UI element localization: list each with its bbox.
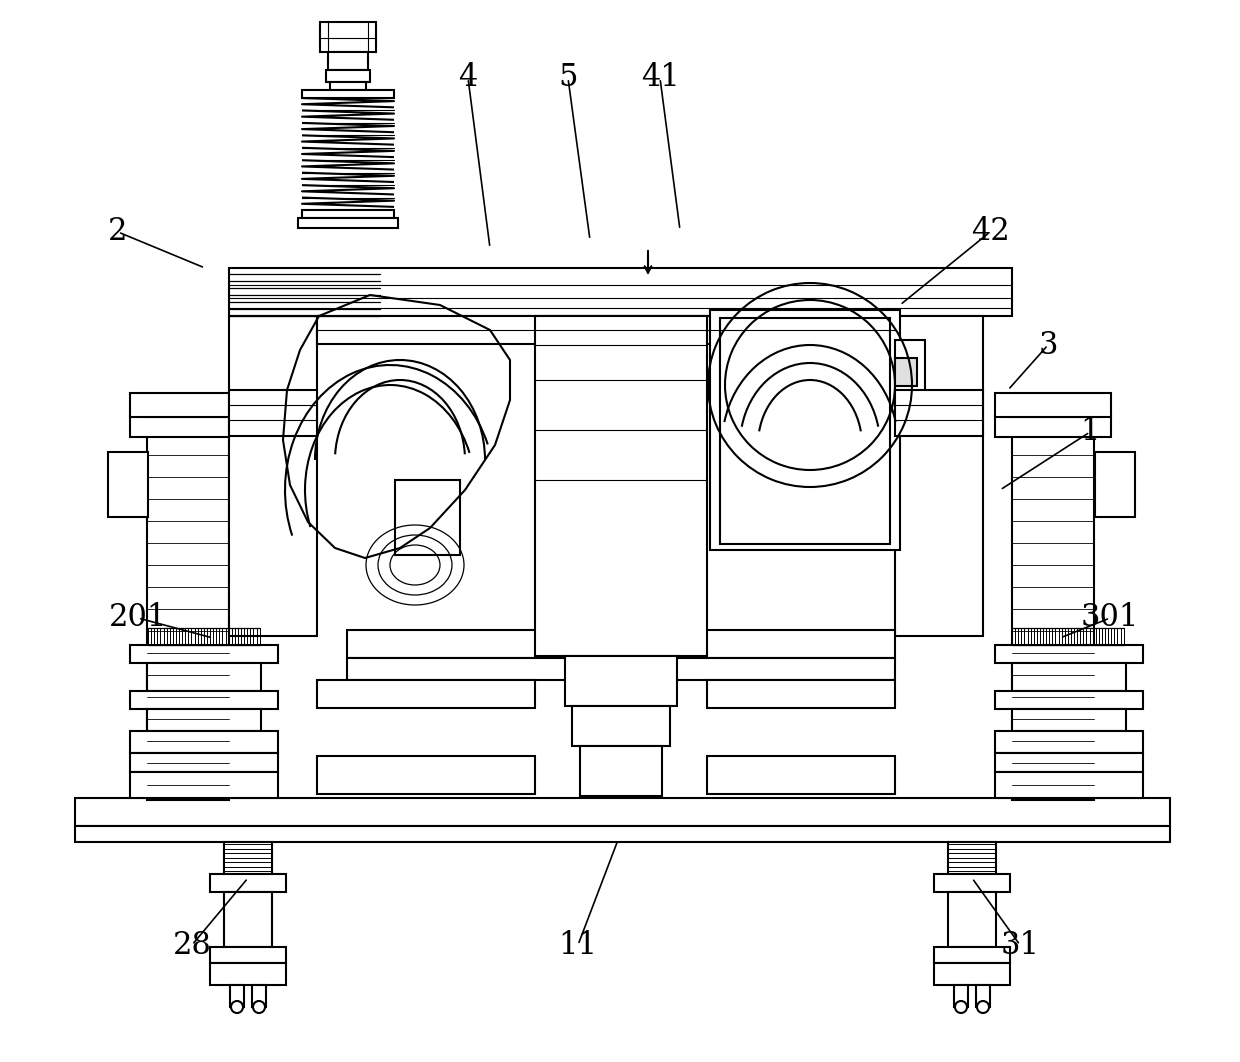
Bar (949, 842, 996, 874)
Bar (720, 318, 890, 544)
Bar (298, 218, 398, 228)
Bar (143, 395, 233, 417)
Bar (994, 415, 1111, 436)
Bar (895, 358, 918, 386)
Bar (565, 656, 677, 706)
Bar (320, 22, 376, 52)
Bar (148, 663, 260, 691)
Bar (210, 874, 286, 892)
Bar (994, 753, 1143, 772)
Bar (108, 452, 148, 517)
Text: 41: 41 (641, 63, 680, 93)
Text: 4: 4 (459, 63, 477, 93)
Bar (74, 826, 1171, 842)
Bar (229, 268, 1012, 316)
Text: 201: 201 (109, 602, 167, 634)
Bar (347, 630, 895, 658)
Bar (934, 947, 1011, 963)
Bar (229, 390, 317, 436)
Bar (210, 963, 286, 984)
Bar (229, 316, 317, 636)
Bar (329, 52, 368, 70)
Circle shape (253, 1001, 265, 1013)
Bar (130, 645, 278, 663)
Bar (130, 393, 246, 417)
Bar (534, 316, 707, 656)
Bar (347, 658, 895, 680)
Bar (954, 984, 968, 1007)
Circle shape (231, 1001, 243, 1013)
Bar (148, 435, 229, 800)
Bar (210, 947, 286, 963)
Bar (330, 82, 366, 90)
Text: 1: 1 (1080, 416, 1100, 447)
Bar (130, 753, 278, 772)
Bar (326, 70, 370, 82)
Bar (224, 892, 272, 947)
Text: 31: 31 (1001, 929, 1039, 960)
Bar (317, 680, 534, 708)
Bar (994, 645, 1143, 663)
Bar (580, 746, 662, 796)
Bar (130, 731, 278, 753)
Bar (229, 984, 244, 1007)
Text: 2: 2 (108, 217, 128, 247)
Bar (130, 772, 278, 798)
Bar (711, 310, 900, 550)
Bar (1012, 435, 1094, 800)
Bar (1095, 452, 1135, 517)
Bar (1012, 663, 1126, 691)
Text: 11: 11 (558, 929, 598, 960)
Bar (317, 756, 534, 794)
Bar (572, 706, 670, 746)
Bar (895, 340, 925, 400)
Bar (949, 892, 996, 947)
Bar (1012, 709, 1126, 731)
Text: 28: 28 (172, 929, 212, 960)
Bar (976, 984, 990, 1007)
Bar (303, 90, 394, 98)
Bar (74, 798, 1171, 826)
Bar (994, 691, 1143, 709)
Bar (317, 316, 895, 344)
Bar (707, 756, 895, 794)
Circle shape (977, 1001, 990, 1013)
Bar (994, 772, 1143, 798)
Bar (895, 390, 983, 436)
Bar (994, 731, 1143, 753)
Bar (130, 415, 246, 436)
Bar (130, 691, 278, 709)
Text: 3: 3 (1038, 329, 1058, 360)
Bar (1008, 395, 1097, 417)
Text: 42: 42 (971, 217, 1009, 247)
Text: 301: 301 (1081, 602, 1140, 634)
Circle shape (955, 1001, 967, 1013)
Bar (303, 210, 394, 218)
Bar (994, 393, 1111, 417)
Bar (224, 842, 272, 874)
Bar (934, 874, 1011, 892)
Bar (895, 316, 983, 636)
Bar (396, 480, 460, 555)
Bar (148, 709, 260, 731)
Bar (707, 680, 895, 708)
Text: 5: 5 (558, 63, 578, 93)
Bar (252, 984, 267, 1007)
Bar (934, 963, 1011, 984)
